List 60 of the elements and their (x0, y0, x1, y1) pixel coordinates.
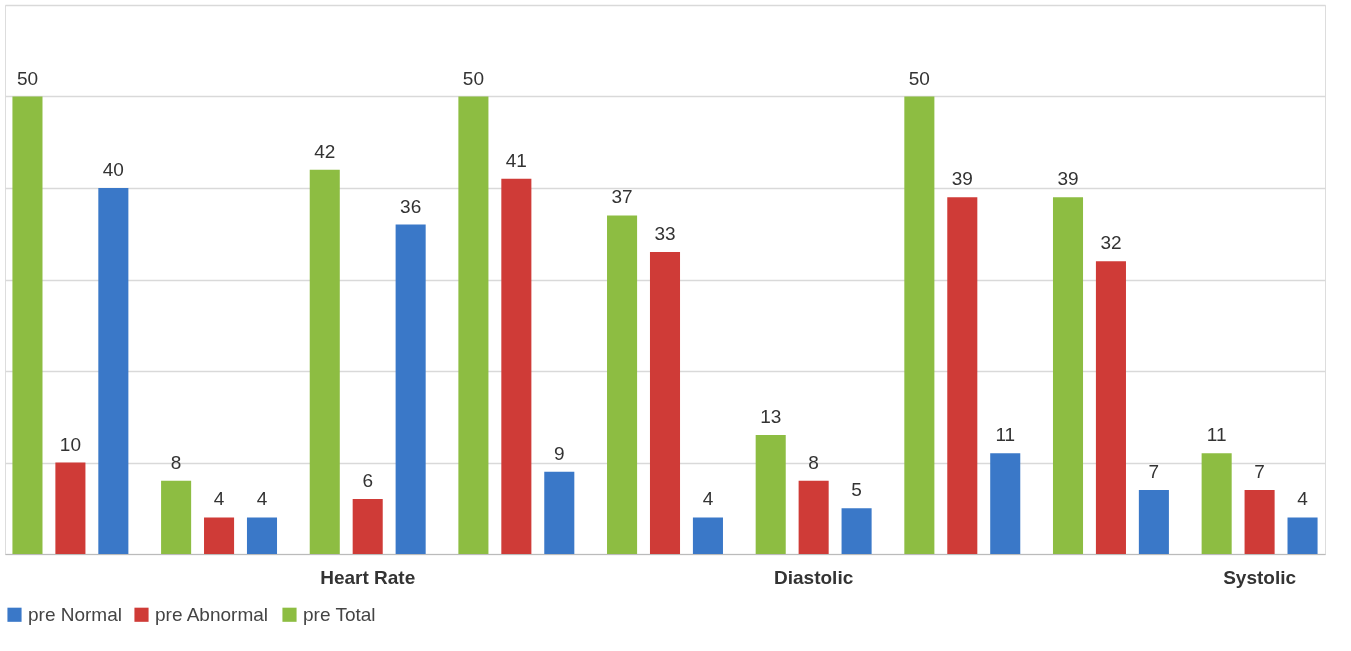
bar (458, 96, 489, 554)
bar (692, 517, 723, 554)
data-label: 4 (213, 488, 225, 510)
data-label: 9 (554, 442, 565, 464)
x-tick-label: Diastolic (774, 566, 854, 588)
data-label: 4 (256, 488, 268, 510)
bar (841, 508, 872, 554)
bar (1287, 517, 1318, 554)
data-label: 42 (314, 140, 336, 162)
data-label: 4 (1297, 488, 1309, 510)
bar (1095, 261, 1126, 554)
legend-label: pre Total (303, 603, 376, 625)
data-label: 50 (462, 67, 484, 89)
data-label: 33 (654, 223, 676, 245)
bar (990, 453, 1021, 554)
data-label: 39 (1057, 168, 1079, 190)
legend-label: pre Abnormal (155, 603, 269, 625)
bar (204, 517, 235, 554)
data-label: 13 (760, 406, 782, 428)
legend-label: pre Normal (28, 603, 122, 625)
bar (501, 178, 532, 554)
data-label: 11 (995, 424, 1016, 446)
data-label: 39 (951, 168, 973, 190)
bar (947, 197, 978, 554)
data-label: 50 (16, 67, 39, 89)
bar (12, 96, 43, 554)
data-label: 11 (1206, 424, 1227, 446)
bar (55, 462, 86, 554)
data-label: 37 (611, 186, 633, 208)
bar (1201, 453, 1232, 554)
bar (395, 224, 426, 554)
bar (98, 188, 129, 554)
x-tick-label: Heart Rate (320, 566, 416, 588)
data-label: 50 (908, 67, 930, 89)
data-label: 36 (400, 195, 422, 217)
data-label: 4 (702, 488, 714, 510)
data-label: 5 (851, 479, 862, 501)
bar (1244, 489, 1275, 554)
data-label: 7 (1148, 460, 1160, 482)
data-label: 8 (808, 451, 819, 473)
bar (246, 517, 278, 554)
bar (352, 499, 383, 554)
bar (544, 471, 575, 554)
data-label: 10 (59, 433, 81, 455)
data-label: 8 (170, 451, 182, 473)
bar (607, 215, 638, 554)
data-label: 32 (1100, 232, 1122, 254)
bar (1052, 197, 1084, 554)
bar (649, 252, 681, 554)
bar (755, 435, 786, 554)
x-tick-label: Systolic (1223, 566, 1297, 588)
data-label: 6 (362, 470, 373, 492)
bar (798, 480, 829, 554)
data-label: 7 (1254, 460, 1265, 482)
bar (161, 480, 192, 554)
bar (1138, 489, 1169, 554)
bar (309, 169, 340, 554)
data-label: 41 (505, 149, 527, 171)
data-label: 40 (102, 159, 124, 180)
bar (904, 96, 935, 554)
